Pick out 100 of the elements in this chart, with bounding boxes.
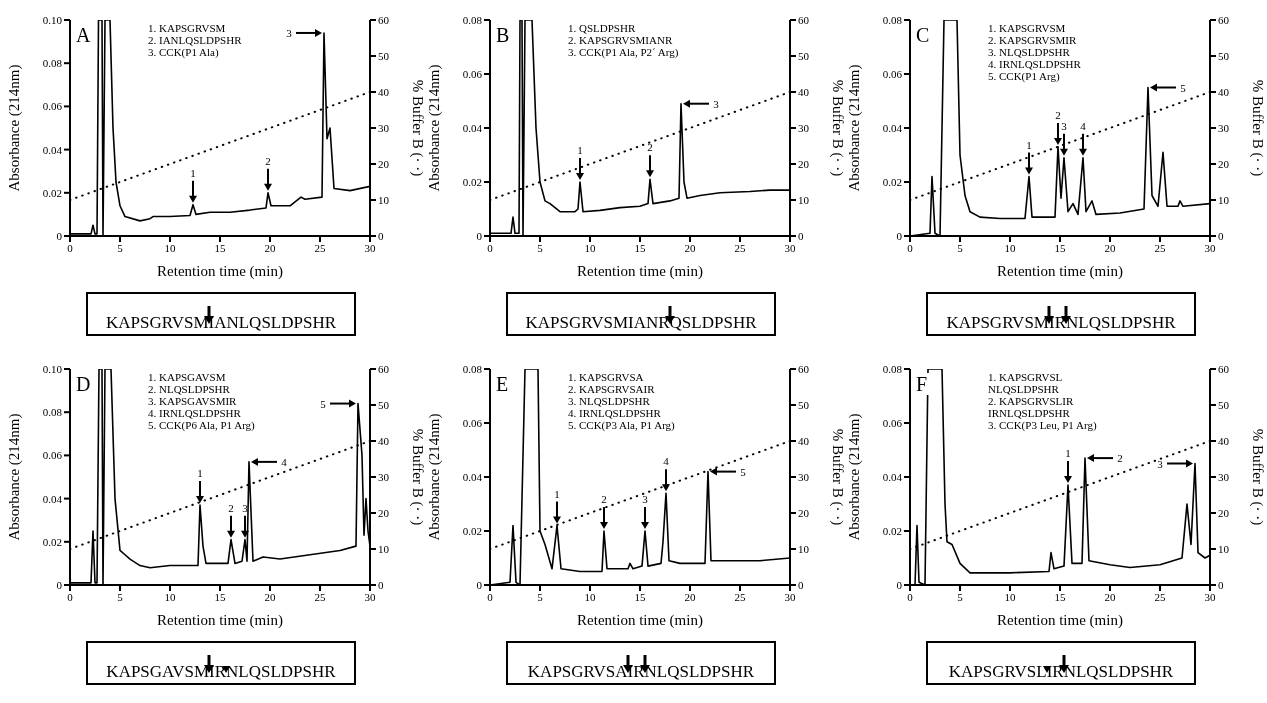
x-tick-label: 30 — [1204, 590, 1216, 603]
y-tick-label: 0.04 — [462, 470, 483, 483]
y2-axis-title: % Buffer B (· ·) — [408, 428, 426, 526]
y-tick-label: 0.08 — [882, 13, 903, 26]
chart-title: A — [74, 24, 93, 46]
annotation: 4. IRNLQSLDPSHR — [568, 407, 662, 419]
annotation: 3. CCK(P3 Leu, P1 Arg) — [988, 419, 1097, 431]
y-tick-label: 0.02 — [882, 524, 902, 537]
annotation: 2. KAPSGRVSLIR — [988, 395, 1075, 407]
annotation: 4 — [281, 455, 288, 468]
y2-tick-label: 30 — [378, 470, 390, 483]
x-tick-label: 20 — [684, 590, 696, 603]
x-tick-label: 15 — [634, 241, 646, 254]
x-axis-title: Retention time (min) — [157, 612, 283, 629]
annotation: 3 — [713, 97, 720, 110]
x-axis-title: Retention time (min) — [577, 263, 703, 280]
annotation: 2 — [1055, 108, 1061, 121]
y2-tick-label: 50 — [798, 398, 810, 411]
y-tick-label: 0.02 — [42, 535, 62, 548]
y-tick-label: 0 — [896, 229, 903, 242]
y-tick-label: 0.02 — [882, 175, 902, 188]
y-tick-label: 0.06 — [462, 67, 483, 80]
annotation: 1 — [190, 166, 196, 179]
y2-tick-label: 20 — [798, 157, 810, 170]
annotation: 1. KAPSGRVSM — [148, 22, 227, 34]
y2-tick-label: 50 — [1218, 398, 1230, 411]
y-tick-label: 0.02 — [42, 186, 62, 199]
x-tick-label: 0 — [67, 590, 74, 603]
x-tick-label: 5 — [117, 590, 124, 603]
y2-tick-label: 40 — [798, 434, 810, 447]
y-tick-label: 0.06 — [462, 416, 483, 429]
x-tick-label: 5 — [537, 241, 544, 254]
y-tick-label: 0.10 — [42, 13, 63, 26]
x-tick-label: 25 — [1154, 590, 1166, 603]
annotation: 1 — [1065, 447, 1071, 460]
annotation: 2. IANLQSLDPSHR — [148, 34, 242, 46]
x-tick-label: 10 — [1004, 241, 1016, 254]
y2-tick-label: 20 — [378, 157, 390, 170]
annotation: 1 — [197, 467, 203, 480]
x-tick-label: 5 — [117, 241, 124, 254]
y2-axis-title: % Buffer B (· ·) — [1248, 428, 1266, 526]
x-tick-label: 25 — [734, 241, 746, 254]
y-tick-label: 0.02 — [462, 524, 482, 537]
x-tick-label: 20 — [264, 241, 276, 254]
annotation: 5. CCK(P3 Ala, P1 Arg) — [568, 419, 675, 431]
chart-title: F — [914, 373, 930, 395]
y-axis-title: Absorbance (214nm) — [846, 413, 864, 541]
x-tick-label: 30 — [364, 590, 376, 603]
y-tick-label: 0.04 — [462, 121, 483, 134]
annotation: 1. KAPSGRVSA — [568, 371, 645, 383]
x-axis-title: Retention time (min) — [157, 263, 283, 280]
annotation: NLQSLDPSHR — [988, 383, 1060, 395]
x-tick-label: 30 — [784, 590, 796, 603]
y2-tick-label: 40 — [1218, 85, 1230, 98]
y2-tick-label: 50 — [798, 49, 810, 62]
annotation: 1 — [1026, 138, 1032, 151]
y2-tick-label: 50 — [378, 398, 390, 411]
x-tick-label: 5 — [957, 590, 964, 603]
x-tick-label: 20 — [1104, 241, 1116, 254]
x-tick-label: 5 — [537, 590, 544, 603]
x-tick-label: 10 — [584, 241, 596, 254]
chart-title: D — [74, 373, 93, 395]
text: KAPSGRVSMIANRQSLDPSHR — [525, 313, 757, 332]
y2-tick-label: 50 — [1218, 49, 1230, 62]
annotation: 3. NLQSLDPSHR — [988, 46, 1071, 58]
y2-tick-label: 0 — [378, 229, 384, 242]
annotation: 1 — [554, 487, 560, 500]
x-tick-label: 15 — [1054, 590, 1066, 603]
y2-tick-label: 0 — [798, 229, 804, 242]
annotation: 2. KAPSGRVSMIANR — [568, 34, 674, 46]
y2-tick-label: 60 — [798, 362, 810, 375]
annotation: 4 — [1080, 119, 1087, 132]
x-tick-label: 0 — [907, 590, 914, 603]
y-axis-title: Absorbance (214nm) — [846, 64, 864, 192]
x-tick-label: 30 — [1204, 241, 1216, 254]
annotation: 3. CCK(P1 Ala, P2´ Arg) — [568, 46, 679, 58]
annotation: 3. KAPSGAVSMIR — [148, 395, 238, 407]
y2-tick-label: 20 — [798, 506, 810, 519]
y2-tick-label: 10 — [378, 542, 390, 555]
y2-tick-label: 30 — [378, 121, 390, 134]
y-tick-label: 0.08 — [42, 57, 63, 70]
x-tick-label: 5 — [957, 241, 964, 254]
y-tick-label: 0 — [476, 578, 483, 591]
text: KAPSGRVSMIANLQSLDPSHR — [105, 313, 337, 332]
annotation: 5 — [320, 397, 327, 410]
x-tick-label: 0 — [67, 241, 74, 254]
annotation: 5 — [740, 465, 747, 478]
annotation: 2 — [647, 141, 653, 154]
x-tick-label: 25 — [1154, 241, 1166, 254]
annotation: 3 — [242, 501, 249, 514]
y-tick-label: 0 — [56, 578, 63, 591]
y2-tick-label: 10 — [1218, 542, 1230, 555]
y2-tick-label: 10 — [378, 193, 390, 206]
annotation: 5. CCK(P6 Ala, P1 Arg) — [148, 419, 255, 431]
x-axis-title: Retention time (min) — [577, 612, 703, 629]
annotation: 3. NLQSLDPSHR — [568, 395, 651, 407]
y2-tick-label: 0 — [798, 578, 804, 591]
y2-tick-label: 10 — [1218, 193, 1230, 206]
x-tick-label: 0 — [487, 590, 494, 603]
y2-axis-title: % Buffer B (· ·) — [828, 79, 846, 177]
